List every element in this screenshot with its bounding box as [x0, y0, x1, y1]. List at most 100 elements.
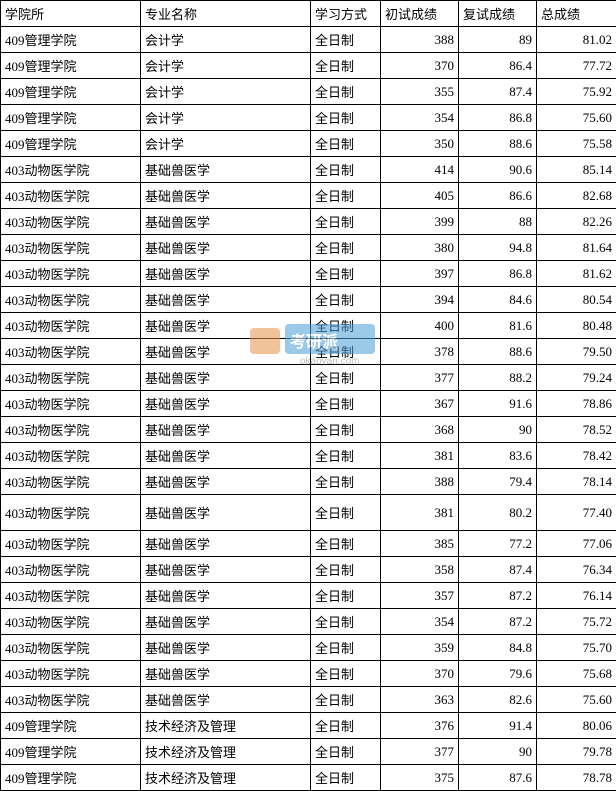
cell-prelim: 405	[381, 183, 459, 209]
cell-major: 基础兽医学	[141, 635, 311, 661]
cell-dept: 403动物医学院	[1, 469, 141, 495]
cell-prelim: 397	[381, 261, 459, 287]
cell-major: 基础兽医学	[141, 287, 311, 313]
cell-total: 78.78	[537, 765, 616, 791]
cell-prelim: 376	[381, 713, 459, 739]
cell-retest: 88.6	[459, 131, 537, 157]
cell-mode: 全日制	[311, 131, 381, 157]
cell-total: 81.62	[537, 261, 616, 287]
table-row: 409管理学院会计学全日制37086.477.72	[1, 53, 616, 79]
table-row: 409管理学院技术经济及管理全日制37691.480.06	[1, 713, 616, 739]
cell-dept: 403动物医学院	[1, 417, 141, 443]
cell-mode: 全日制	[311, 313, 381, 339]
cell-major: 基础兽医学	[141, 609, 311, 635]
cell-dept: 403动物医学院	[1, 609, 141, 635]
table-row: 403动物医学院基础兽医学全日制3998882.26	[1, 209, 616, 235]
cell-prelim: 350	[381, 131, 459, 157]
col-header-prelim: 初试成绩	[381, 1, 459, 27]
cell-major: 基础兽医学	[141, 183, 311, 209]
cell-total: 80.48	[537, 313, 616, 339]
cell-total: 81.02	[537, 27, 616, 53]
table-row: 403动物医学院基础兽医学全日制36791.678.86	[1, 391, 616, 417]
cell-total: 75.72	[537, 609, 616, 635]
cell-major: 技术经济及管理	[141, 713, 311, 739]
table-row: 403动物医学院基础兽医学全日制38094.881.64	[1, 235, 616, 261]
col-header-total: 总成绩	[537, 1, 616, 27]
cell-mode: 全日制	[311, 583, 381, 609]
cell-major: 基础兽医学	[141, 261, 311, 287]
cell-major: 基础兽医学	[141, 557, 311, 583]
cell-total: 80.06	[537, 713, 616, 739]
table-row: 403动物医学院基础兽医学全日制35487.275.72	[1, 609, 616, 635]
cell-total: 79.24	[537, 365, 616, 391]
cell-retest: 90.6	[459, 157, 537, 183]
cell-mode: 全日制	[311, 391, 381, 417]
cell-total: 82.26	[537, 209, 616, 235]
cell-total: 75.60	[537, 687, 616, 713]
table-row: 403动物医学院基础兽医学全日制40081.680.48	[1, 313, 616, 339]
table-row: 403动物医学院基础兽医学全日制41490.685.14	[1, 157, 616, 183]
cell-total: 77.72	[537, 53, 616, 79]
cell-dept: 403动物医学院	[1, 235, 141, 261]
cell-prelim: 399	[381, 209, 459, 235]
cell-dept: 403动物医学院	[1, 365, 141, 391]
cell-dept: 409管理学院	[1, 105, 141, 131]
cell-retest: 77.2	[459, 531, 537, 557]
table-row: 403动物医学院基础兽医学全日制40586.682.68	[1, 183, 616, 209]
cell-major: 基础兽医学	[141, 313, 311, 339]
cell-retest: 86.8	[459, 105, 537, 131]
cell-major: 基础兽医学	[141, 443, 311, 469]
cell-total: 75.92	[537, 79, 616, 105]
cell-major: 会计学	[141, 53, 311, 79]
cell-prelim: 378	[381, 339, 459, 365]
table-row: 403动物医学院基础兽医学全日制3689078.52	[1, 417, 616, 443]
cell-major: 基础兽医学	[141, 209, 311, 235]
cell-retest: 89	[459, 27, 537, 53]
cell-prelim: 355	[381, 79, 459, 105]
cell-total: 77.06	[537, 531, 616, 557]
table-row: 403动物医学院基础兽医学全日制39786.881.62	[1, 261, 616, 287]
cell-retest: 88.6	[459, 339, 537, 365]
table-row: 409管理学院会计学全日制35088.675.58	[1, 131, 616, 157]
cell-prelim: 367	[381, 391, 459, 417]
scores-table: 学院所 专业名称 学习方式 初试成绩 复试成绩 总成绩 409管理学院会计学全日…	[0, 0, 616, 791]
table-row: 409管理学院会计学全日制35486.875.60	[1, 105, 616, 131]
cell-prelim: 375	[381, 765, 459, 791]
col-header-dept: 学院所	[1, 1, 141, 27]
col-header-mode: 学习方式	[311, 1, 381, 27]
cell-major: 基础兽医学	[141, 157, 311, 183]
cell-mode: 全日制	[311, 287, 381, 313]
cell-major: 基础兽医学	[141, 417, 311, 443]
cell-retest: 90	[459, 417, 537, 443]
cell-dept: 403动物医学院	[1, 261, 141, 287]
cell-retest: 91.6	[459, 391, 537, 417]
cell-total: 78.42	[537, 443, 616, 469]
cell-prelim: 377	[381, 739, 459, 765]
cell-retest: 87.2	[459, 609, 537, 635]
cell-major: 基础兽医学	[141, 583, 311, 609]
cell-prelim: 381	[381, 443, 459, 469]
cell-retest: 84.6	[459, 287, 537, 313]
cell-mode: 全日制	[311, 635, 381, 661]
table-row: 403动物医学院基础兽医学全日制36382.675.60	[1, 687, 616, 713]
cell-prelim: 400	[381, 313, 459, 339]
cell-total: 85.14	[537, 157, 616, 183]
cell-total: 79.78	[537, 739, 616, 765]
cell-prelim: 363	[381, 687, 459, 713]
cell-dept: 403动物医学院	[1, 313, 141, 339]
cell-retest: 81.6	[459, 313, 537, 339]
table-row: 403动物医学院基础兽医学全日制39484.680.54	[1, 287, 616, 313]
cell-retest: 87.2	[459, 583, 537, 609]
cell-mode: 全日制	[311, 661, 381, 687]
cell-mode: 全日制	[311, 469, 381, 495]
cell-mode: 全日制	[311, 339, 381, 365]
cell-major: 基础兽医学	[141, 687, 311, 713]
cell-total: 75.58	[537, 131, 616, 157]
cell-major: 会计学	[141, 27, 311, 53]
table-body: 409管理学院会计学全日制3888981.02409管理学院会计学全日制3708…	[1, 27, 616, 791]
cell-dept: 403动物医学院	[1, 157, 141, 183]
cell-major: 技术经济及管理	[141, 765, 311, 791]
cell-dept: 403动物医学院	[1, 495, 141, 531]
table-row: 409管理学院技术经济及管理全日制37587.678.78	[1, 765, 616, 791]
cell-dept: 403动物医学院	[1, 183, 141, 209]
